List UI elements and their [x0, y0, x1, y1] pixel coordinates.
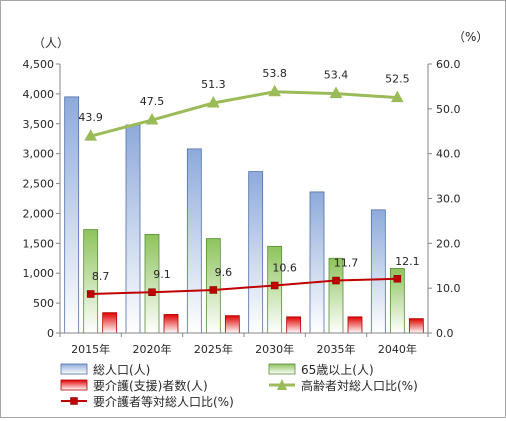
left-tick-label: 2,000	[23, 207, 55, 220]
legend-item: 65歳以上(人)	[268, 363, 374, 377]
line-1-point	[329, 86, 343, 99]
right-tick-label: 30.0	[436, 193, 461, 206]
legend-marker	[70, 397, 78, 405]
left-tick-label: 2,500	[23, 178, 55, 191]
bar-1	[64, 96, 80, 334]
x-tick-label: 2040年	[378, 342, 417, 356]
right-axis-unit: （%）	[453, 30, 488, 44]
line-2-point	[393, 275, 402, 283]
line-1-path	[90, 90, 398, 138]
data-label: 53.4	[324, 69, 349, 82]
left-axis-ticks: 0 500 1,000 1,500 2,000 2,500 3,000 3,500 4,000 4…	[23, 58, 60, 340]
data-label: 53.8	[262, 67, 287, 80]
bar-1	[309, 191, 325, 334]
legend-swatch	[60, 379, 88, 391]
line-2-path	[90, 277, 398, 295]
line-2-point	[209, 286, 218, 294]
bar-2	[144, 233, 160, 334]
bar-3	[347, 316, 363, 334]
left-tick-label: 3,000	[23, 148, 55, 161]
line-series: 43.9 47.5 51.3 53.8 53.4 52.5 8.7 9.1 9.6 10.6 11.…	[78, 67, 420, 298]
right-tick-label: 50.0	[436, 103, 461, 116]
line-2-point	[148, 288, 156, 296]
x-axis-ticks: 2015年 2020年 2025年 2030年 2035年 2040年	[59, 333, 429, 356]
right-tick-label: 60.0	[436, 58, 461, 71]
legend-label: 要介護者等対総人口比(%)	[93, 394, 234, 409]
data-label: 9.6	[215, 266, 233, 279]
line-2-point	[270, 281, 279, 290]
legend: 総人口(人) 65歳以上(人) 要介護(支援)者数(人) 高齢者対総人口比(%) 要介護…	[60, 363, 418, 409]
legend-item: 総人口(人)	[60, 363, 150, 377]
bar-3	[286, 316, 302, 334]
data-label: 9.1	[153, 268, 171, 281]
right-tick-label: 20.0	[436, 237, 461, 250]
legend-label: 総人口(人)	[93, 363, 150, 377]
legend-marker	[277, 379, 287, 390]
left-tick-label: 500	[33, 297, 54, 310]
data-label: 47.5	[140, 95, 165, 108]
right-tick-label: 0.0	[436, 327, 454, 340]
bar-1	[125, 124, 141, 334]
legend-swatch	[268, 363, 296, 375]
bar-series	[64, 96, 424, 334]
bar-3	[163, 314, 179, 334]
x-tick-label: 2030年	[255, 342, 294, 356]
bar-2	[267, 245, 283, 334]
left-tick-label: 4,500	[23, 58, 55, 71]
data-label: 11.7	[334, 257, 359, 270]
legend-label: 要介護(支援)者数(人)	[93, 378, 208, 393]
x-tick-label: 2020年	[133, 342, 172, 356]
line-1-point	[268, 84, 282, 97]
line-1-point	[206, 95, 220, 108]
x-tick-label: 2025年	[194, 342, 233, 356]
legend-swatch	[60, 363, 88, 375]
data-label: 52.5	[385, 73, 410, 86]
x-tick-label: 2015年	[71, 342, 110, 356]
bar-2	[205, 238, 221, 334]
legend-label: 高齢者対総人口比(%)	[301, 378, 418, 393]
data-label: 43.9	[78, 111, 103, 124]
legend-label: 65歳以上(人)	[301, 363, 374, 377]
left-tick-label: 3,500	[23, 118, 55, 131]
line-1-point	[145, 113, 159, 125]
data-label: 8.7	[92, 270, 110, 283]
line-2-point	[86, 290, 95, 298]
legend-item: 高齢者対総人口比(%)	[269, 378, 418, 393]
data-label: 10.6	[272, 261, 297, 274]
bar-1	[248, 171, 264, 334]
bar-1	[186, 148, 202, 334]
legend-item: 要介護者等対総人口比(%)	[61, 394, 234, 409]
right-axis-ticks: 0.0 10.0 20.0 30.0 40.0 50.0 60.0	[428, 58, 461, 340]
line-2-point	[332, 276, 340, 285]
left-axis-unit: （人）	[33, 36, 69, 50]
legend-item: 要介護(支援)者数(人)	[60, 378, 208, 393]
data-label: 51.3	[201, 78, 226, 91]
left-tick-label: 1,500	[23, 237, 55, 250]
left-tick-label: 0	[47, 327, 54, 340]
right-tick-label: 10.0	[436, 282, 461, 295]
bar-1	[370, 209, 386, 334]
left-tick-label: 1,000	[23, 267, 55, 280]
bar-3	[102, 312, 118, 334]
line-1-point	[390, 90, 404, 103]
data-label: 12.1	[395, 255, 420, 268]
bar-3	[224, 315, 240, 334]
line-1-point	[84, 129, 98, 141]
x-tick-label: 2035年	[317, 342, 356, 356]
bar-3	[408, 318, 424, 334]
right-tick-label: 40.0	[436, 148, 461, 161]
left-tick-label: 4,000	[23, 88, 55, 101]
